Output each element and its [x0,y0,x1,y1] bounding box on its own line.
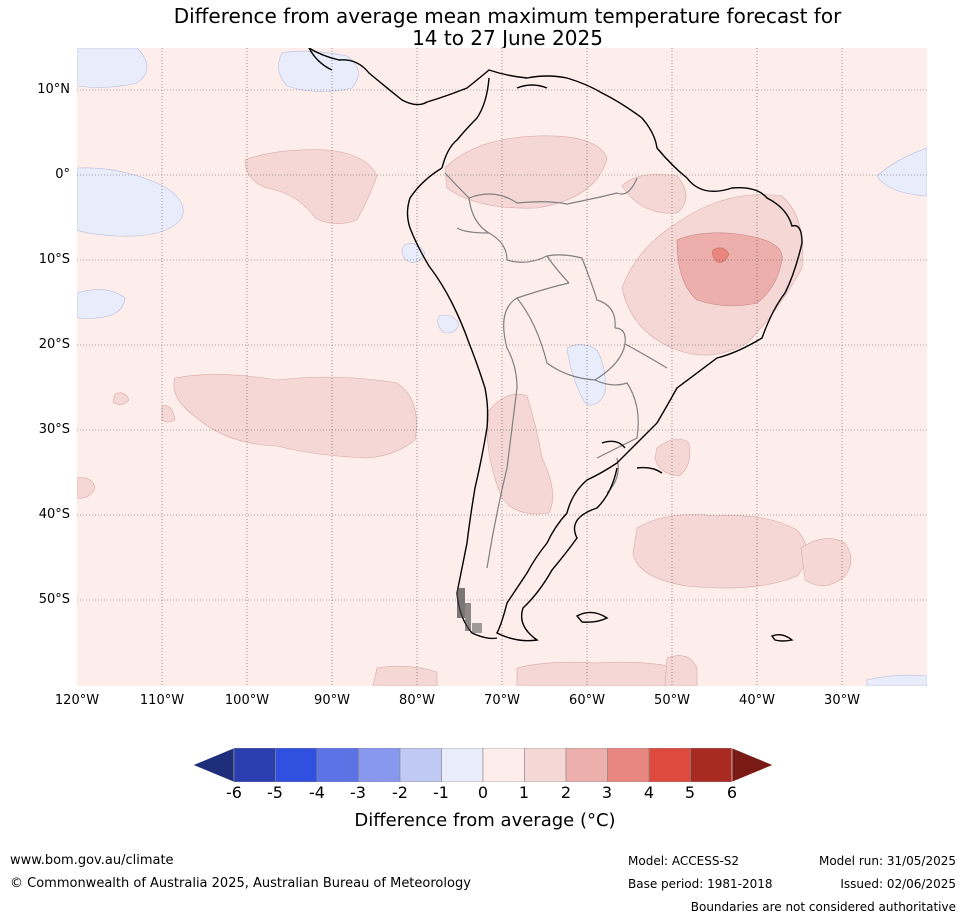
lon-label-30w: 30°W [824,693,860,708]
colorbar-bin [690,748,733,782]
anomaly-3-4-areas [712,247,730,263]
colorbar-tick: -3 [350,783,366,802]
colorbar-tick: -6 [226,783,242,802]
lat-label-10n: 10°N [37,82,70,97]
colorbar-bin [648,748,691,782]
map-svg [77,48,927,686]
issued-text: Issued: 02/06/2025 [840,877,956,891]
colorbar-tick: 0 [477,783,489,802]
map-panel [77,48,927,686]
colorbar-extend-low [193,748,235,782]
lon-label-110w: 110°W [139,693,185,708]
colorbar-label: Difference from average (°C) [354,810,616,831]
colorbar-tick: -5 [267,783,283,802]
colorbar-bin [316,748,359,782]
lat-label-50s: 50°S [38,592,70,607]
lon-label-120w: 120°W [54,693,100,708]
colorbar-bin [399,748,442,782]
colorbar-tick: -1 [433,783,449,802]
colorbar-tick: 2 [560,783,572,802]
lon-label-70w: 70°W [484,693,520,708]
colorbar-bin [482,748,525,782]
colorbar-tick: 4 [643,783,655,802]
graticule [77,48,927,686]
colorbar [193,748,774,782]
chile-fjords [457,588,482,633]
colorbar-tick: 6 [726,783,738,802]
map-title: Difference from average mean maximum tem… [0,5,965,49]
negative-anomaly-areas [77,48,927,686]
disclaimer-text: Boundaries are not considered authoritat… [690,900,956,914]
colorbar-bin [275,748,318,782]
lat-label-40s: 40°S [38,507,70,522]
lat-label-10s: 10°S [38,252,70,267]
colorbar-tick: 3 [601,783,613,802]
model-run-text: Model run: 31/05/2025 [818,854,956,868]
anomaly-2-3-areas [676,232,783,307]
colorbar-tick: -2 [392,783,408,802]
title-line-2: 14 to 27 June 2025 [412,26,603,50]
lon-label-50w: 50°W [654,693,690,708]
lat-label-30s: 30°S [38,422,70,437]
lon-label-90w: 90°W [314,693,350,708]
colorbar-bin [524,748,567,782]
colorbar-bin [358,748,401,782]
country-borders [444,172,668,569]
model-text: Model: ACCESS-S2 [628,854,740,868]
lat-label-20s: 20°S [38,337,70,352]
lon-label-80w: 80°W [399,693,435,708]
colorbar-bin [565,748,608,782]
title-line-1: Difference from average mean maximum tem… [173,4,842,28]
lon-label-100w: 100°W [224,693,270,708]
lat-label-0: 0° [55,167,70,182]
colorbar-bin [607,748,650,782]
base-period-text: Base period: 1981-2018 [628,877,773,891]
colorbar-bin [233,748,276,782]
colorbar-tick: 1 [518,783,530,802]
colorbar-tick: -4 [309,783,325,802]
colorbar-bin [441,748,484,782]
colorbar-extend-high [731,748,774,782]
colorbar-tick: 5 [684,783,696,802]
lon-label-60w: 60°W [569,693,605,708]
copyright-text: © Commonwealth of Australia 2025, Austra… [10,876,471,891]
website-text: www.bom.gov.au/climate [10,853,174,868]
lon-label-40w: 40°W [739,693,775,708]
